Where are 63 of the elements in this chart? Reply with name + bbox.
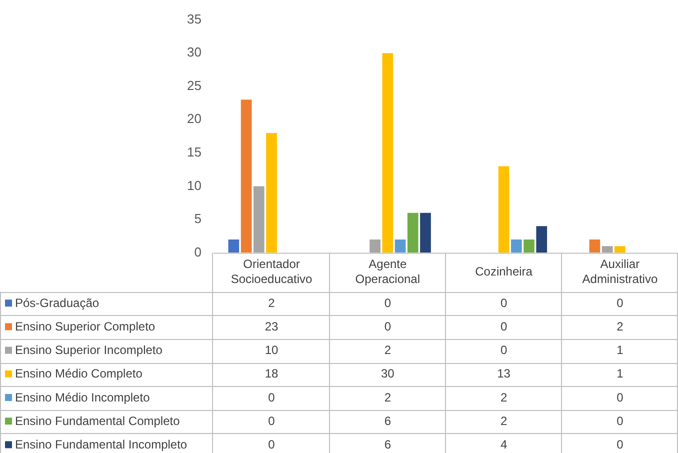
y-tick-label: 35 bbox=[186, 11, 202, 26]
bar bbox=[510, 239, 522, 253]
data-label: 1 bbox=[616, 366, 624, 381]
data-label: 6 bbox=[384, 438, 392, 452]
y-tick-label: 20 bbox=[186, 111, 202, 126]
data-label: 0 bbox=[616, 414, 624, 428]
bar bbox=[614, 246, 626, 253]
bar bbox=[536, 226, 548, 253]
data-label: 18 bbox=[264, 366, 279, 381]
data-label: 0 bbox=[268, 390, 276, 404]
data-label: 0 bbox=[268, 438, 276, 452]
y-tick-label: 10 bbox=[186, 178, 202, 193]
data-label: 23 bbox=[264, 320, 279, 334]
data-label: 1 bbox=[616, 343, 624, 358]
data-label: 0 bbox=[384, 296, 392, 310]
data-label: 2 bbox=[616, 320, 624, 334]
data-label: 0 bbox=[268, 414, 276, 428]
x-tick-label: Cozinheira bbox=[475, 264, 533, 279]
bar bbox=[589, 239, 600, 253]
data-label: 10 bbox=[264, 343, 279, 358]
bar bbox=[420, 212, 431, 253]
legend-label: Ensino Superior Incompleto bbox=[15, 343, 163, 358]
data-label: 4 bbox=[500, 438, 508, 452]
data-label: 0 bbox=[500, 296, 508, 310]
legend-label: Pós-Graduação bbox=[15, 296, 100, 310]
data-label: 2 bbox=[384, 343, 392, 358]
data-label: 6 bbox=[384, 414, 392, 428]
data-label: 0 bbox=[500, 320, 508, 334]
data-label: 0 bbox=[616, 390, 624, 404]
legend-label: Ensino Superior Completo bbox=[15, 320, 156, 334]
bar bbox=[266, 132, 277, 253]
x-tick-label: Orientador Socioeducativo bbox=[230, 257, 313, 286]
y-tick-label: 30 bbox=[186, 44, 202, 60]
data-label: 13 bbox=[497, 366, 511, 381]
bar bbox=[602, 246, 613, 253]
data-label: 0 bbox=[616, 438, 624, 452]
data-label: 2 bbox=[500, 414, 508, 428]
data-label: 2 bbox=[268, 296, 276, 310]
y-tick-label: 0 bbox=[194, 244, 202, 260]
bar bbox=[228, 239, 240, 253]
bar bbox=[498, 166, 510, 253]
legend-label: Ensino Fundamental Incompleto bbox=[15, 438, 188, 452]
bar bbox=[253, 186, 264, 253]
bar bbox=[370, 239, 380, 253]
legend-label: Ensino Médio Completo bbox=[15, 366, 143, 381]
data-label: 0 bbox=[616, 296, 624, 310]
x-tick-label: Auxiliar Administrativo bbox=[582, 257, 658, 286]
legend-label: Ensino Fundamental Completo bbox=[15, 414, 180, 428]
bar bbox=[524, 239, 534, 253]
y-tick-label: 5 bbox=[194, 211, 202, 226]
bar bbox=[407, 212, 418, 253]
data-label: 0 bbox=[384, 320, 392, 334]
bar bbox=[394, 239, 406, 253]
bar bbox=[382, 53, 394, 253]
data-label: 30 bbox=[380, 366, 395, 381]
data-label: 0 bbox=[500, 343, 508, 358]
data-label: 2 bbox=[384, 390, 392, 404]
y-tick-label: 25 bbox=[186, 78, 202, 93]
legend-label: Ensino Médio Incompleto bbox=[15, 390, 150, 404]
x-tick-label: Agente Operacional bbox=[355, 257, 420, 286]
data-label: 2 bbox=[500, 390, 508, 404]
y-tick-label: 15 bbox=[186, 144, 202, 160]
bar bbox=[240, 100, 252, 253]
